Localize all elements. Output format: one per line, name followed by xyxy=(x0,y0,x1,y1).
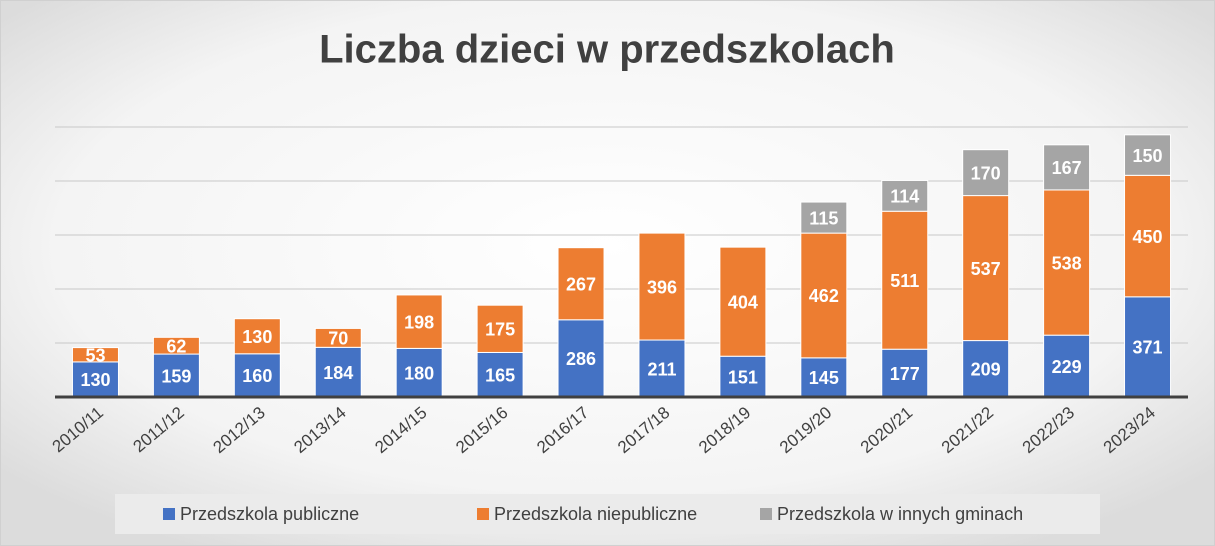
data-label: 371 xyxy=(1133,338,1163,358)
data-label: 165 xyxy=(485,365,515,385)
bar-segment xyxy=(395,294,443,349)
bar-segment xyxy=(476,304,524,353)
data-label: 286 xyxy=(566,349,596,369)
data-label: 70 xyxy=(328,329,348,349)
data-label: 151 xyxy=(728,367,758,387)
bar-segment xyxy=(638,339,686,398)
data-label: 160 xyxy=(242,366,272,386)
bar-segment xyxy=(881,210,929,350)
bar-segment xyxy=(557,247,605,321)
data-label: 175 xyxy=(485,320,515,340)
data-label: 177 xyxy=(890,364,920,384)
data-label: 130 xyxy=(242,327,272,347)
bar-segment xyxy=(800,201,848,234)
data-label: 62 xyxy=(166,336,186,356)
data-label: 396 xyxy=(647,277,677,297)
bar-segment xyxy=(800,232,848,359)
chart-title: Liczba dzieci w przedszkolach xyxy=(319,28,895,72)
data-label: 53 xyxy=(85,345,105,365)
data-label: 170 xyxy=(971,163,1001,183)
data-label: 209 xyxy=(971,360,1001,380)
legend-label: Przedszkola niepubliczne xyxy=(494,504,697,524)
bar-segment xyxy=(962,195,1010,342)
data-label: 114 xyxy=(890,187,919,207)
data-label: 115 xyxy=(809,208,838,228)
data-label: 229 xyxy=(1052,357,1082,377)
bar-segment xyxy=(800,357,848,398)
data-label: 198 xyxy=(404,312,434,332)
legend-box xyxy=(115,494,1100,534)
data-label: 145 xyxy=(809,368,839,388)
legend-swatch xyxy=(163,508,175,520)
bar-segment xyxy=(476,351,524,398)
data-label: 462 xyxy=(809,286,839,306)
legend-label: Przedszkola w innych gminach xyxy=(777,504,1023,524)
bar-segment xyxy=(233,318,281,355)
data-label: 130 xyxy=(80,370,110,390)
bar-segment xyxy=(881,179,929,212)
bar-segment xyxy=(314,327,362,348)
data-label: 511 xyxy=(890,271,919,291)
legend-swatch xyxy=(760,508,772,520)
legend-label: Przedszkola publiczne xyxy=(180,504,359,524)
data-label: 211 xyxy=(647,359,676,379)
bar-segment xyxy=(962,149,1010,197)
bar-segment xyxy=(719,246,767,357)
data-label: 180 xyxy=(404,363,434,383)
bar-segment xyxy=(1043,144,1091,191)
bar-segment xyxy=(395,347,443,398)
bar-segment xyxy=(152,336,200,355)
data-label: 537 xyxy=(971,259,1001,279)
bar-segment xyxy=(638,232,686,341)
bar-segment xyxy=(71,347,119,363)
bar-segment xyxy=(1043,334,1091,398)
data-label: 404 xyxy=(728,292,758,312)
data-label: 267 xyxy=(566,274,596,294)
bar-segment xyxy=(152,353,200,398)
data-label: 538 xyxy=(1052,253,1082,273)
data-label: 150 xyxy=(1133,146,1163,166)
bar-segment xyxy=(1043,189,1091,336)
legend-swatch xyxy=(477,508,489,520)
data-label: 450 xyxy=(1133,227,1163,247)
bar-segment xyxy=(1124,134,1172,176)
bar-segment xyxy=(557,319,605,398)
data-label: 159 xyxy=(161,366,191,386)
data-label: 167 xyxy=(1052,158,1082,178)
data-label: 184 xyxy=(323,363,353,383)
bar-segment xyxy=(881,348,929,398)
